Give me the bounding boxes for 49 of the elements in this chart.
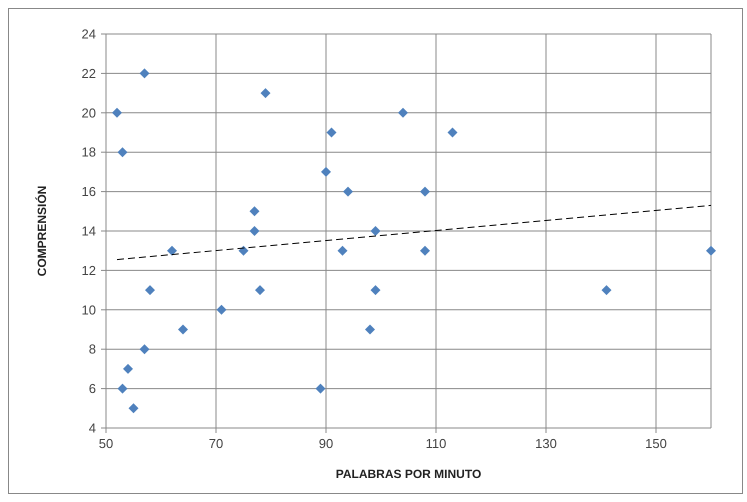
x-tick-label: 90 xyxy=(318,436,334,451)
point xyxy=(128,403,138,414)
x-tick-label: 110 xyxy=(426,436,446,451)
point xyxy=(118,147,128,158)
point xyxy=(178,324,188,334)
point xyxy=(123,364,133,374)
x-tick-label: 130 xyxy=(535,436,557,451)
point xyxy=(370,285,380,296)
point xyxy=(250,206,260,216)
y-tick-label: 22 xyxy=(82,66,96,81)
point xyxy=(448,128,458,138)
point xyxy=(255,285,265,296)
y-tick-label: 4 xyxy=(88,420,96,436)
y-tick-label: 16 xyxy=(82,184,96,200)
point xyxy=(365,324,375,334)
point xyxy=(250,226,260,236)
x-tick-label: 150 xyxy=(645,436,667,451)
point xyxy=(602,285,612,296)
point xyxy=(238,246,248,256)
point xyxy=(338,246,348,256)
point xyxy=(216,304,226,315)
y-tick-label: 8 xyxy=(88,342,96,357)
y-axis-title: COMPRENSIÓN xyxy=(35,186,49,276)
x-tick-label: 70 xyxy=(208,436,224,451)
y-tick-label: 6 xyxy=(88,381,96,396)
point xyxy=(316,384,326,394)
point xyxy=(118,384,128,394)
y-tick-label: 18 xyxy=(82,144,96,160)
x-tick-label: 50 xyxy=(98,436,114,451)
y-tick-label: 20 xyxy=(82,105,96,120)
point xyxy=(420,186,430,197)
point xyxy=(398,108,408,118)
point xyxy=(112,108,122,118)
point xyxy=(706,246,716,256)
y-tick-label: 12 xyxy=(82,262,96,278)
point xyxy=(145,285,155,296)
point xyxy=(370,226,380,236)
point xyxy=(260,88,270,98)
y-tick-label: 24 xyxy=(82,26,96,42)
point xyxy=(140,68,150,78)
y-tick-label: 14 xyxy=(82,224,96,238)
point xyxy=(140,344,150,354)
point xyxy=(167,246,177,256)
y-tick-label: 10 xyxy=(82,302,96,318)
point xyxy=(420,246,430,256)
point xyxy=(321,166,331,177)
point xyxy=(343,186,353,197)
x-axis-title: PALABRAS POR MINUTO xyxy=(336,467,482,481)
point xyxy=(326,128,336,138)
